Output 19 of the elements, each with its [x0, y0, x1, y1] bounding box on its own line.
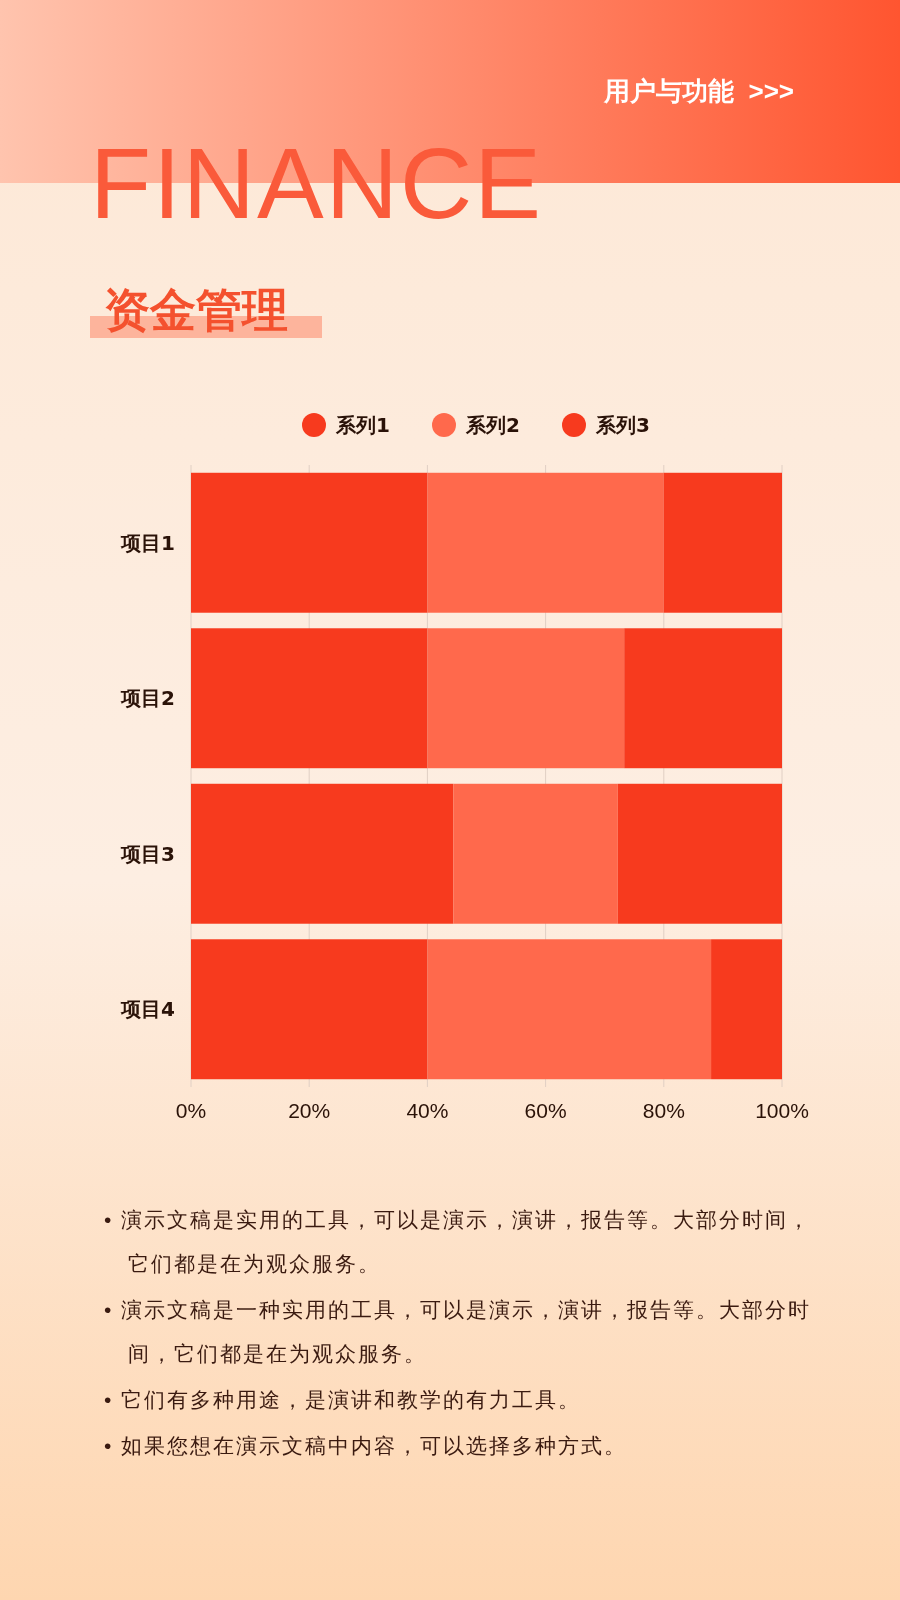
x-tick-label: 0%: [175, 1099, 207, 1122]
text: 用户与功能 >>>: [604, 75, 794, 108]
text: • 如果您想在演示文稿中内容，可以选择多种方式。: [104, 1433, 629, 1459]
legend-label: 系列3: [595, 413, 650, 437]
y-tick-label: 项目3: [120, 841, 175, 866]
y-tick-label: 项目1: [120, 530, 175, 555]
text: • 演示文稿是实用的工具，可以是演示，演讲，报告等。大部分时间，它们都是在为观众服务。: [104, 1207, 813, 1277]
x-tick-label: 40%: [406, 1099, 449, 1122]
x-tick-label: 20%: [288, 1099, 331, 1122]
x-tick-label: 80%: [642, 1099, 685, 1122]
y-tick-label: 项目4: [120, 997, 175, 1022]
text: • 演示文稿是一种实用的工具，可以是演示，演讲，报告等。大部分时间，它们都是在为观众服务。: [104, 1297, 813, 1367]
y-tick-label: 项目2: [120, 686, 175, 711]
x-tick-label: 60%: [524, 1099, 567, 1122]
x-tick-label: 100%: [755, 1099, 809, 1122]
text: • 它们有多种用途，是演讲和教学的有力工具。: [104, 1387, 583, 1413]
legend-label: 系列1: [335, 413, 390, 437]
legend-label: 系列2: [465, 413, 520, 437]
chart-subtitle: 资金管理: [104, 283, 288, 338]
